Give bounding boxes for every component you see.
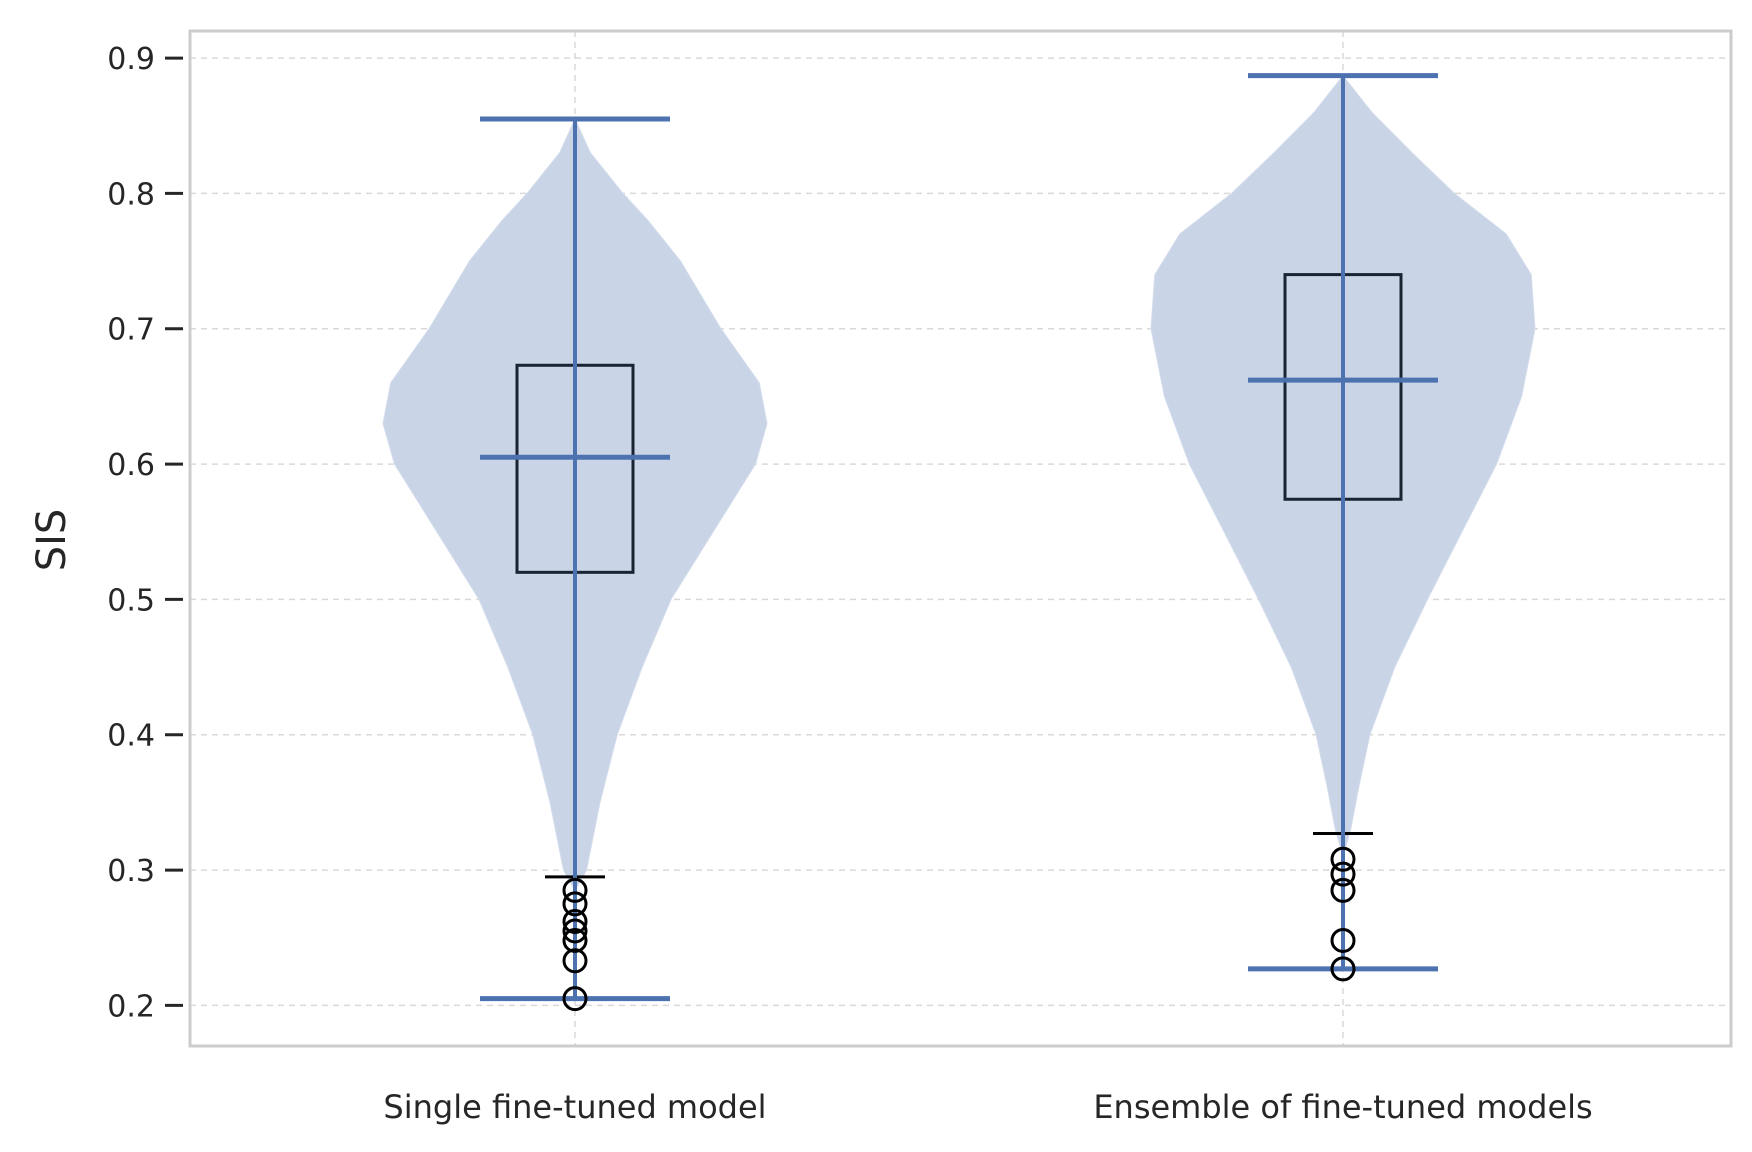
y-tick-label: 0.8 bbox=[107, 177, 155, 212]
outlier-point bbox=[562, 986, 588, 1012]
outlier-point bbox=[562, 891, 588, 917]
y-tick-label: 0.2 bbox=[107, 989, 155, 1024]
outlier-point bbox=[1330, 877, 1356, 903]
outlier-point bbox=[562, 918, 588, 944]
y-tick-label: 0.5 bbox=[107, 583, 155, 618]
outlier-point bbox=[1330, 956, 1356, 982]
outlier-layer bbox=[562, 846, 1356, 1012]
y-tick-label: 0.9 bbox=[107, 42, 155, 77]
plot-frame bbox=[188, 29, 1733, 1048]
outlier-point bbox=[562, 948, 588, 974]
outlier-point bbox=[1330, 927, 1356, 953]
outlier-point bbox=[562, 877, 588, 903]
y-tick-label: 0.3 bbox=[107, 854, 155, 889]
y-tick-label: 0.4 bbox=[107, 719, 155, 754]
axis-layer: 0.2 0.3 0.4 0.5 0.6 0.7 0.8 0.9 Single fine-tune… bbox=[107, 42, 1592, 1126]
y-tick-label: 0.6 bbox=[107, 448, 155, 483]
violin-layer bbox=[382, 74, 1536, 892]
outlier-point bbox=[1330, 861, 1356, 887]
outlier-point bbox=[562, 908, 588, 934]
box-layer bbox=[480, 73, 1438, 1002]
y-tick-label: 0.7 bbox=[107, 313, 155, 348]
x-category-label: Single fine-tuned model bbox=[383, 1088, 766, 1126]
y-axis-title: SIS bbox=[29, 509, 75, 572]
outlier-point bbox=[562, 927, 588, 953]
x-category-label: Ensemble of fine-tuned models bbox=[1093, 1088, 1592, 1126]
outlier-point bbox=[1330, 846, 1356, 872]
grid-layer bbox=[190, 31, 1731, 1046]
